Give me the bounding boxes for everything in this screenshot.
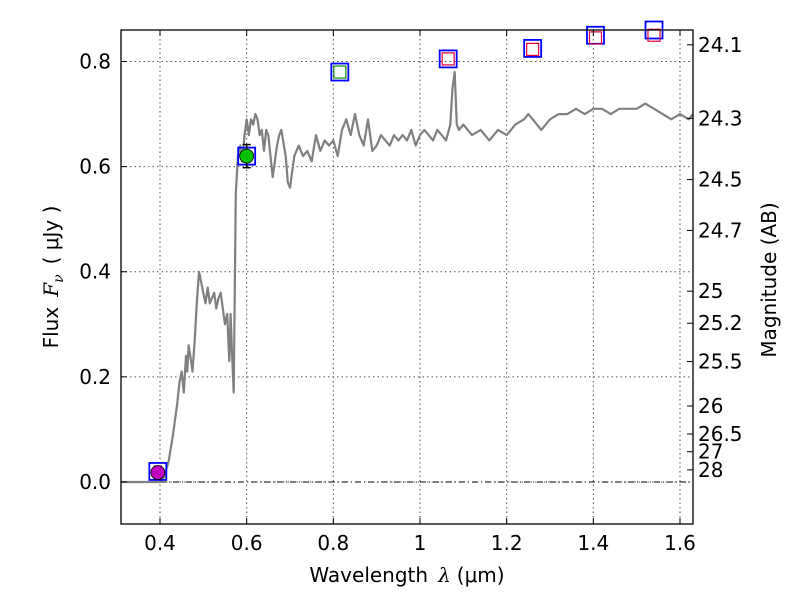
x-tick-label: 1.2 [491,531,523,555]
x-tick-label: 1.4 [577,531,609,555]
y-tick-label: 0.0 [79,470,111,494]
upper-limit-marker [333,65,347,79]
magnitude-tick-label: 24.7 [698,218,743,242]
magnitude-tick-label: 24.1 [698,33,743,57]
y-tick-label: 0.6 [79,155,111,179]
x-tick-label: 1 [414,531,427,555]
x-tick-label: 1.6 [664,531,696,555]
model-square-marker [148,462,168,481]
magnitude-tick-label: 25.2 [698,311,743,335]
upper-limit-marker [647,28,661,42]
upper-limit-marker [526,42,540,57]
magnitude-tick-label: 24.3 [698,106,743,130]
magnitude-tick-label: 26.5 [698,422,743,446]
magnitude-tick-label: 27 [698,440,723,464]
model-square-marker [330,62,350,82]
magnitude-tick-label: 28 [698,458,723,482]
plot-frame [120,29,694,525]
x-tick-label: 0.4 [144,531,176,555]
upper-limit-marker [588,31,603,45]
x-axis-ticks: 0.4 0.6 0.8 1 1.2 1.4 1.6 [144,30,696,555]
data-series [121,70,693,484]
detection-marker [239,148,255,164]
magnitude-tick-label: 25 [698,279,723,303]
data-markers [148,20,664,481]
grid [121,30,693,524]
y-axis-title: FluxFν( μJy ) [39,206,67,349]
model-square-marker [438,49,458,69]
spectrum-line [121,70,693,484]
y-tick-label: 0.4 [79,260,111,284]
magnitude-tick-label: 26 [698,394,723,418]
detection-marker [150,465,166,480]
x-tick-label: 0.6 [231,531,263,555]
upper-limit-marker [441,52,455,66]
magnitude-tick-label: 25.5 [698,350,743,374]
magnitude-tick-label: 24.5 [698,168,743,192]
y-tick-label: 0.2 [79,365,111,389]
y-axis-ticks: 0.0 0.2 0.4 0.6 0.8 [79,50,127,494]
y-tick-label: 0.8 [79,50,111,74]
magnitude-axis-title: Magnitude (AB) [757,202,781,357]
x-tick-label: 0.8 [317,531,349,555]
x-axis-title: Wavelength λ (μm) [309,563,504,587]
model-square-marker [523,38,543,58]
